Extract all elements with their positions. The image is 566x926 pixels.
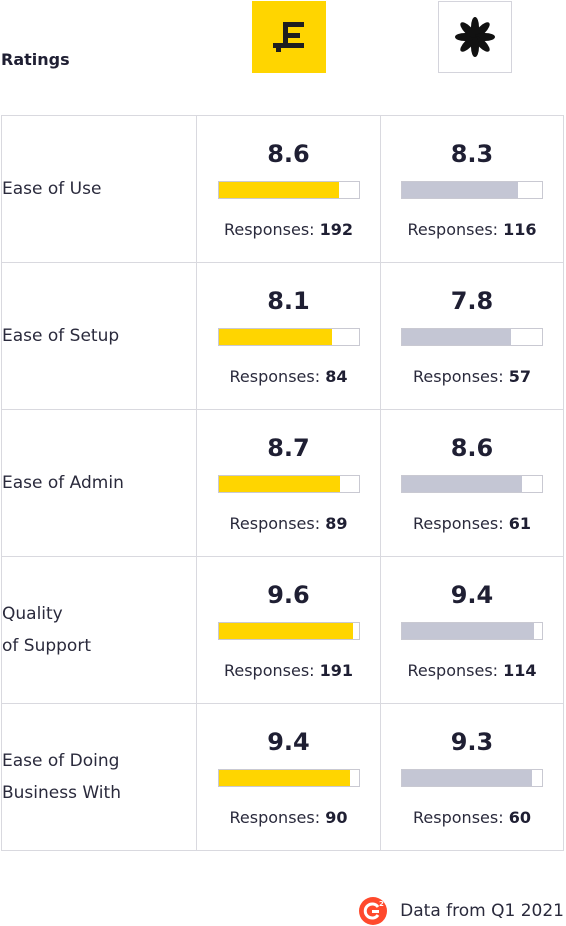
responses-number: 192	[319, 219, 354, 239]
rating-row: Ease of Setup 8.1 Responses: 84 7.8 Response…	[1, 262, 564, 410]
score-bar-fill	[218, 181, 339, 198]
product-b-score-cell: 8.3 Responses: 116	[380, 115, 564, 263]
rating-row: Ease of Admin 8.7 Responses: 89 8.6 Response…	[1, 409, 564, 557]
score-bar-fill	[218, 475, 341, 492]
score-value: 8.6	[450, 433, 494, 462]
score-value: 9.4	[450, 580, 494, 609]
score-value: 8.1	[267, 286, 310, 315]
category-label: Ease of Setup	[2, 326, 120, 346]
responses-number: 89	[325, 513, 348, 533]
responses-number: 57	[508, 366, 531, 386]
score-value: 9.6	[267, 580, 310, 609]
row-label-cell: Quality of Support	[1, 556, 197, 704]
score-bar-fill	[218, 622, 353, 639]
score-value: 9.4	[267, 727, 310, 756]
product-a-score-cell: 9.6 Responses: 191	[196, 556, 381, 704]
responses-number: 116	[503, 219, 537, 239]
g2-logo-icon: 2	[359, 897, 388, 925]
score-bar-fill	[218, 769, 351, 786]
responses-label: Responses:	[407, 660, 504, 680]
responses-count: Responses: 61	[413, 514, 531, 533]
score-bar	[401, 180, 543, 199]
score-bar	[401, 327, 543, 346]
product-b-logo	[438, 1, 512, 73]
category-label: Ease of Doing Business With	[2, 751, 121, 803]
responses-label: Responses:	[413, 513, 509, 533]
product-b-score-cell: 9.4 Responses: 114	[380, 556, 564, 704]
responses-count: Responses: 84	[230, 367, 348, 386]
score-bar-fill	[402, 769, 533, 786]
product-b-score-cell: 9.3 Responses: 60	[380, 703, 564, 851]
row-label-cell: Ease of Doing Business With	[1, 703, 197, 851]
score-value: 8.6	[267, 139, 310, 168]
score-bar-fill	[402, 475, 523, 492]
responses-count: Responses: 60	[413, 808, 531, 827]
product-b-score-cell: 7.8 Responses: 57	[380, 262, 564, 410]
score-bar-fill	[218, 328, 332, 345]
responses-count: Responses: 114	[407, 661, 536, 680]
category-label: Ease of Admin	[2, 473, 124, 493]
score-bar	[217, 768, 360, 787]
svg-text:2: 2	[379, 900, 384, 908]
responses-number: 60	[508, 807, 531, 827]
responses-label: Responses:	[223, 219, 320, 239]
responses-label: Responses:	[229, 366, 326, 386]
responses-number: 114	[503, 660, 537, 680]
responses-label: Responses:	[229, 807, 326, 827]
responses-label: Responses:	[407, 219, 504, 239]
score-bar-fill	[402, 181, 519, 198]
data-source-footer: 2 Data from Q1 2021	[358, 896, 564, 926]
score-bar	[401, 474, 543, 493]
responses-label: Responses:	[229, 513, 326, 533]
responses-count: Responses: 90	[230, 808, 348, 827]
score-bar-fill	[402, 622, 534, 639]
rating-row: Quality of Support 9.6 Responses: 191 9.4 Re…	[1, 556, 564, 704]
rating-row: Ease of Doing Business With 9.4 Responses:…	[1, 703, 564, 851]
responses-count: Responses: 191	[224, 661, 353, 680]
responses-number: 191	[319, 660, 354, 680]
product-a-logo	[252, 1, 326, 73]
responses-count: Responses: 89	[230, 514, 348, 533]
product-a-score-cell: 8.1 Responses: 84	[196, 262, 381, 410]
score-bar	[217, 327, 360, 346]
responses-label: Responses:	[223, 660, 320, 680]
score-bar	[401, 768, 543, 787]
responses-number: 90	[325, 807, 348, 827]
score-value: 8.7	[267, 433, 310, 462]
score-bar	[217, 180, 360, 199]
product-b-score-cell: 8.6 Responses: 61	[380, 409, 564, 557]
product-a-score-cell: 8.7 Responses: 89	[196, 409, 381, 557]
score-bar	[217, 474, 360, 493]
responses-label: Responses:	[413, 807, 509, 827]
page-title: Ratings	[1, 50, 70, 69]
row-label-cell: Ease of Admin	[1, 409, 197, 557]
row-label-cell: Ease of Use	[1, 115, 197, 263]
score-bar	[401, 621, 543, 640]
ratings-table: Ease of Use 8.6 Responses: 192 8.3 Responses…	[1, 115, 564, 851]
score-value: 9.3	[450, 727, 494, 756]
responses-count: Responses: 192	[224, 220, 353, 239]
source-text: Data from Q1 2021	[400, 901, 564, 921]
score-value: 7.8	[450, 286, 494, 315]
lettered-e-logo-icon	[273, 22, 304, 52]
rating-row: Ease of Use 8.6 Responses: 192 8.3 Responses…	[1, 115, 564, 263]
responses-number: 84	[325, 366, 348, 386]
row-label-cell: Ease of Setup	[1, 262, 197, 410]
responses-count: Responses: 57	[413, 367, 531, 386]
score-value: 8.3	[450, 139, 494, 168]
score-bar-fill	[402, 328, 512, 345]
category-label: Ease of Use	[2, 179, 102, 199]
category-label: Quality of Support	[2, 604, 91, 656]
product-a-score-cell: 9.4 Responses: 90	[196, 703, 381, 851]
black-asterisk-logo-icon	[455, 17, 495, 57]
responses-label: Responses:	[413, 366, 509, 386]
product-a-score-cell: 8.6 Responses: 192	[196, 115, 381, 263]
score-bar	[217, 621, 360, 640]
responses-count: Responses: 116	[407, 220, 536, 239]
responses-number: 61	[508, 513, 531, 533]
